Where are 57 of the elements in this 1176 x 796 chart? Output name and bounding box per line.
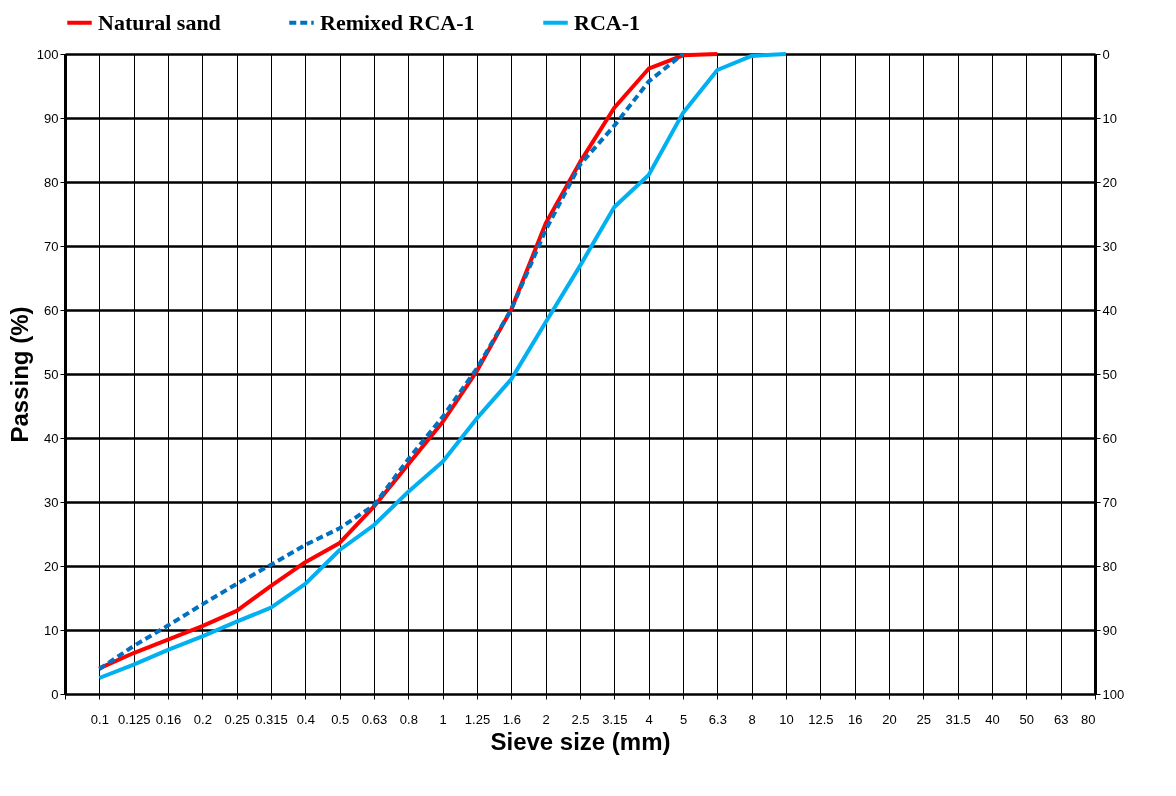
y2-tick-label: 70 — [1102, 494, 1117, 510]
x-tick-label: 31.5 — [945, 711, 971, 727]
x-tick-label: 0.4 — [296, 711, 315, 727]
x-tick-label: 0.125 — [117, 711, 151, 727]
y-tick-label: 90 — [44, 110, 59, 126]
x-tick-label: 63 — [1053, 711, 1069, 727]
x-tick-label: 0.1 — [90, 711, 109, 727]
y2-tick-label: 40 — [1102, 302, 1117, 318]
legend-label: RCA-1 — [574, 9, 640, 35]
y-tick-label: 60 — [44, 302, 59, 318]
legend-label: Remixed RCA-1 — [320, 9, 475, 35]
x-tick-label: 20 — [882, 711, 897, 727]
y2-tick-label: 0 — [1102, 46, 1110, 62]
x-tick-label: 8 — [748, 711, 756, 727]
y-axis-title: Passing (%) — [5, 306, 33, 443]
x-tick-label: 50 — [1019, 711, 1035, 727]
x-tick-label: 2 — [542, 711, 550, 727]
x-tick-label: 12.5 — [808, 711, 834, 727]
x-tick-label: 10 — [779, 711, 794, 727]
x-tick-label: 40 — [985, 711, 1000, 727]
y-tick-label: 20 — [44, 558, 59, 574]
y-tick-label: 30 — [44, 494, 59, 510]
y2-tick-label: 100 — [1102, 686, 1125, 702]
x-tick-label: 1.6 — [502, 711, 521, 727]
x-tick-label: 2.5 — [571, 711, 590, 727]
y-tick-label: 10 — [44, 622, 59, 638]
y-tick-label: 80 — [44, 174, 59, 190]
y2-tick-label: 80 — [1102, 558, 1117, 574]
x-tick-label: 0.16 — [155, 711, 182, 727]
y-tick-label: 100 — [36, 46, 59, 62]
x-tick-label: 25 — [916, 711, 932, 727]
y-tick-label: 0 — [51, 686, 59, 702]
y2-tick-label: 50 — [1102, 366, 1117, 382]
y2-tick-label: 90 — [1102, 622, 1117, 638]
x-tick-label: 4 — [645, 711, 653, 727]
x-tick-label: 5 — [679, 711, 688, 727]
x-axis-title: Sieve size (mm) — [490, 727, 671, 755]
y-tick-label: 40 — [44, 430, 59, 446]
y-tick-label: 50 — [44, 366, 59, 382]
x-tick-label: 16 — [847, 711, 863, 727]
y2-tick-label: 20 — [1102, 174, 1117, 190]
legend-label: Natural sand — [98, 9, 221, 35]
x-tick-label: 0.63 — [361, 711, 388, 727]
y-tick-label: 70 — [44, 238, 59, 254]
x-tick-label: 6.3 — [708, 711, 727, 727]
x-tick-label: 1.25 — [464, 711, 491, 727]
y2-tick-label: 10 — [1102, 110, 1117, 126]
x-tick-label: 0.5 — [331, 711, 350, 727]
x-tick-label: 80 — [1081, 711, 1096, 727]
x-tick-label: 3.15 — [602, 711, 628, 727]
x-tick-label: 0.8 — [399, 711, 418, 727]
y2-tick-label: 60 — [1102, 430, 1117, 446]
x-tick-label: 0.25 — [224, 711, 250, 727]
x-tick-label: 0.2 — [193, 711, 212, 727]
x-tick-label: 0.315 — [255, 711, 288, 727]
x-tick-label: 1 — [439, 711, 447, 727]
y2-tick-label: 30 — [1102, 238, 1117, 254]
